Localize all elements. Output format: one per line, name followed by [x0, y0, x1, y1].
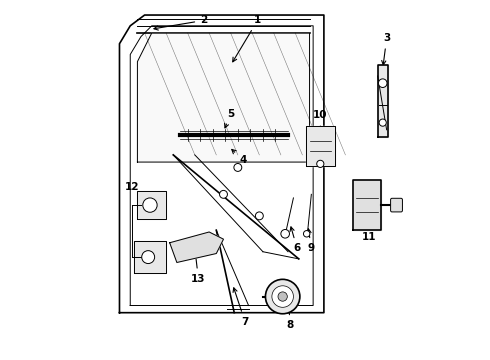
Circle shape — [278, 292, 287, 301]
Text: 6: 6 — [290, 227, 301, 253]
Circle shape — [255, 212, 263, 220]
Circle shape — [303, 230, 310, 237]
Circle shape — [272, 286, 294, 307]
Circle shape — [378, 79, 387, 87]
Polygon shape — [137, 33, 310, 162]
Text: 12: 12 — [125, 182, 142, 202]
Circle shape — [220, 190, 227, 198]
Circle shape — [281, 229, 290, 238]
Text: 4: 4 — [232, 149, 247, 165]
Polygon shape — [378, 65, 389, 137]
Text: 5: 5 — [224, 109, 234, 128]
Text: 11: 11 — [362, 209, 376, 242]
Text: 13: 13 — [191, 252, 206, 284]
Circle shape — [317, 160, 324, 167]
Circle shape — [142, 251, 155, 264]
FancyBboxPatch shape — [391, 198, 402, 212]
Polygon shape — [120, 15, 324, 313]
Circle shape — [143, 198, 157, 212]
Circle shape — [379, 119, 386, 126]
Text: 9: 9 — [307, 229, 315, 253]
Text: 8: 8 — [286, 301, 294, 330]
Circle shape — [266, 279, 300, 314]
Text: 3: 3 — [382, 33, 390, 65]
Polygon shape — [353, 180, 381, 230]
Polygon shape — [306, 126, 335, 166]
Text: 2: 2 — [154, 15, 207, 30]
Text: 1: 1 — [233, 15, 261, 62]
Text: 7: 7 — [233, 288, 249, 327]
Circle shape — [234, 163, 242, 171]
Polygon shape — [137, 191, 166, 220]
Polygon shape — [134, 241, 166, 273]
Text: 10: 10 — [313, 111, 327, 140]
Polygon shape — [170, 232, 223, 262]
